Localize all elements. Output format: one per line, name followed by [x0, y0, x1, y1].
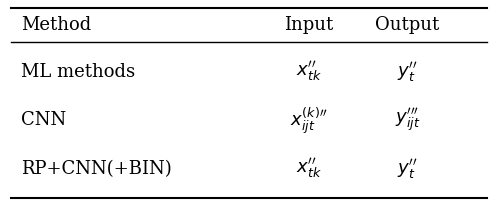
Text: $x_{tk}^{\prime\prime}$: $x_{tk}^{\prime\prime}$ [295, 157, 321, 181]
Text: $y_t^{\prime\prime}$: $y_t^{\prime\prime}$ [397, 60, 418, 84]
Text: Method: Method [21, 16, 92, 34]
Text: Output: Output [375, 16, 440, 34]
Text: CNN: CNN [21, 111, 66, 129]
Text: RP+CNN(+BIN): RP+CNN(+BIN) [21, 160, 172, 178]
Text: Input: Input [284, 16, 333, 34]
Text: $x_{ijt}^{(k)\prime\prime}$: $x_{ijt}^{(k)\prime\prime}$ [289, 105, 327, 136]
Text: $y_{ijt}^{\prime\prime\prime}$: $y_{ijt}^{\prime\prime\prime}$ [395, 107, 420, 134]
Text: $x_{tk}^{\prime\prime}$: $x_{tk}^{\prime\prime}$ [295, 60, 321, 84]
Text: ML methods: ML methods [21, 63, 135, 81]
Text: $y_t^{\prime\prime}$: $y_t^{\prime\prime}$ [397, 157, 418, 181]
